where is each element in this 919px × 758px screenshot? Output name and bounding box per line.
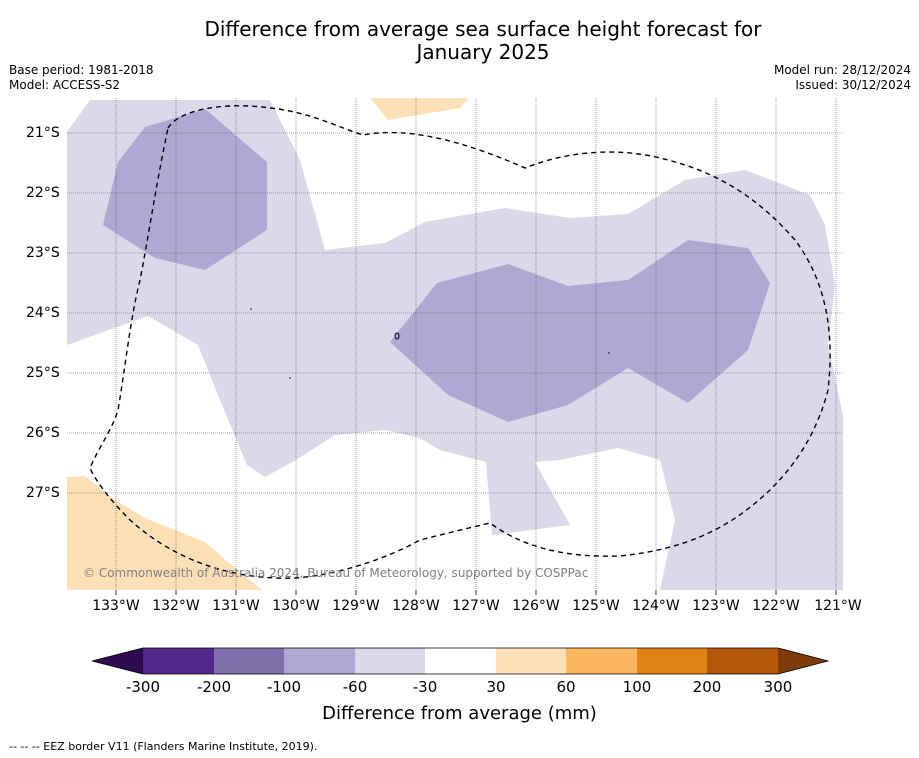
- meta-left: Base period: 1981-2018 Model: ACCESS-S2: [9, 63, 154, 93]
- colorbar-segment: [214, 648, 284, 674]
- colorbar-segment: [355, 648, 425, 674]
- colorbar: [91, 647, 830, 675]
- island-marker: [608, 352, 610, 354]
- lat-label: 24°S: [26, 305, 60, 321]
- model-name: Model: ACCESS-S2: [9, 78, 121, 92]
- colorbar-segment: [707, 648, 778, 674]
- lon-label: 121°W: [814, 598, 862, 614]
- lat-label: 26°S: [26, 425, 60, 441]
- lon-label: 125°W: [572, 598, 620, 614]
- colorbar-tick: -100: [266, 678, 302, 696]
- title-line-2: January 2025: [416, 40, 550, 64]
- colorbar-extend-low: [92, 648, 143, 674]
- colorbar-label: Difference from average (mm): [322, 703, 597, 724]
- colorbar-tick: 30: [486, 678, 506, 696]
- lon-label: 128°W: [392, 598, 440, 614]
- colorbar-segment: [637, 648, 707, 674]
- colorbar-tick: -300: [125, 678, 161, 696]
- lon-label: 122°W: [752, 598, 800, 614]
- lon-label: 126°W: [512, 598, 560, 614]
- issued-date: Issued: 30/12/2024: [795, 78, 911, 92]
- colorbar-tick: -200: [196, 678, 232, 696]
- lon-label: 130°W: [272, 598, 320, 614]
- eez-footnote: -- -- -- EEZ border V11 (Flanders Marine…: [9, 740, 318, 753]
- lon-label: 131°W: [212, 598, 260, 614]
- colorbar-segment: [284, 648, 355, 674]
- island-marker: [394, 332, 400, 340]
- colorbar-tick: -60: [342, 678, 368, 696]
- colorbar-tick: 200: [692, 678, 722, 696]
- meta-right: Model run: 28/12/2024 Issued: 30/12/2024: [774, 63, 911, 93]
- anomaly-region-medium-central: [390, 240, 770, 422]
- lat-label: 21°S: [26, 125, 60, 141]
- lon-label: 132°W: [152, 598, 200, 614]
- colorbar-segment: [566, 648, 637, 674]
- lon-label: 123°W: [692, 598, 740, 614]
- colorbar-extend-high: [778, 648, 828, 674]
- colorbar-tick: 60: [556, 678, 576, 696]
- graticule: [67, 98, 843, 590]
- copyright-notice: © Commonwealth of Australia 2024, Bureau…: [83, 566, 589, 580]
- eez-border: [89, 105, 831, 579]
- island-marker: [289, 377, 291, 379]
- colorbar-tick: 100: [622, 678, 652, 696]
- lat-label: 27°S: [26, 485, 60, 501]
- island-marker: [250, 308, 252, 310]
- colorbar-segment: [425, 648, 496, 674]
- lat-label: 25°S: [26, 365, 60, 381]
- colorbar-segment: [143, 648, 214, 674]
- map-title: Difference from average sea surface heig…: [0, 18, 919, 64]
- colorbar-outline: [91, 647, 830, 675]
- lon-label: 129°W: [332, 598, 380, 614]
- axis-ticks: [115, 590, 837, 595]
- lon-label: 133°W: [92, 598, 140, 614]
- anomaly-region-medium-west: [103, 109, 267, 270]
- lat-label: 22°S: [26, 185, 60, 201]
- base-period: Base period: 1981-2018: [9, 63, 154, 77]
- positive-region-north: [370, 98, 468, 120]
- colorbar-segment: [496, 648, 566, 674]
- colorbar-tick: -30: [412, 678, 438, 696]
- model-run: Model run: 28/12/2024: [773, 63, 911, 77]
- colorbar-tick: 300: [763, 678, 793, 696]
- lat-label: 23°S: [26, 245, 60, 261]
- title-line-1: Difference from average sea surface heig…: [204, 17, 762, 41]
- lon-label: 124°W: [632, 598, 680, 614]
- lon-label: 127°W: [452, 598, 500, 614]
